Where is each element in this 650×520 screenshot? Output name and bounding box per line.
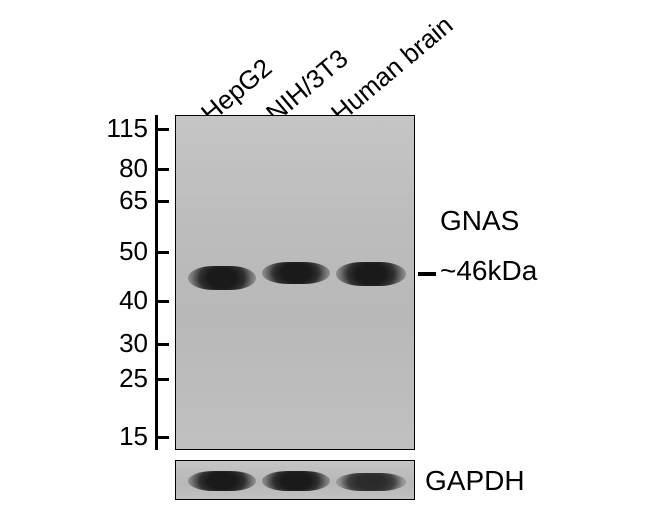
mw-tick-label: 30 <box>88 328 148 359</box>
western-blot-figure: HepG2 NIH/3T3 Human brain 115 80 65 50 4… <box>0 0 650 520</box>
protein-band <box>262 262 330 284</box>
mw-tick-label: 25 <box>88 363 148 394</box>
loading-control-membrane <box>175 460 415 500</box>
mw-pointer-dash <box>418 272 436 276</box>
axis-tick <box>155 436 169 439</box>
axis-tick <box>155 200 169 203</box>
loading-band <box>336 473 406 491</box>
axis-tick <box>155 251 169 254</box>
mw-tick-label: 65 <box>88 185 148 216</box>
axis-tick <box>155 300 169 303</box>
loading-control-label: GAPDH <box>425 465 525 497</box>
mw-tick-label: 80 <box>88 153 148 184</box>
molecular-weight-label: ~46kDa <box>440 255 537 287</box>
protein-name-label: GNAS <box>440 205 519 237</box>
axis-tick <box>155 128 169 131</box>
loading-band <box>188 471 256 491</box>
loading-band <box>262 471 330 491</box>
main-blot-membrane <box>175 115 415 450</box>
mw-ladder-axis <box>155 115 158 450</box>
mw-tick-label: 115 <box>88 113 148 144</box>
protein-band <box>188 266 256 290</box>
mw-tick-label: 50 <box>88 236 148 267</box>
axis-tick <box>155 378 169 381</box>
axis-tick <box>155 343 169 346</box>
protein-band <box>336 262 406 286</box>
mw-tick-label: 40 <box>88 285 148 316</box>
axis-tick <box>155 168 169 171</box>
mw-tick-label: 15 <box>88 421 148 452</box>
